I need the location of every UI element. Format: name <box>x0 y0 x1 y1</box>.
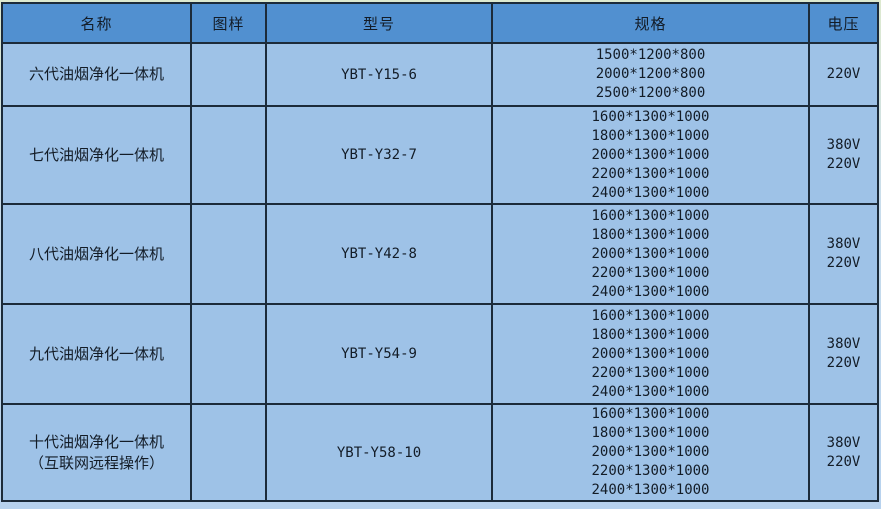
col-header-image: 图样 <box>190 2 267 44</box>
spec-line: 2000*1300*1000 <box>591 444 710 460</box>
col-header-name: 名称 <box>1 2 192 44</box>
specs-cell: 1600*1300*1000 1800*1300*1000 2000*1300*10… <box>491 203 810 305</box>
spec-line: 2400*1300*1000 <box>591 184 710 201</box>
table-row: 六代油烟净化一体机 YBT-Y15-6 1500*1200*800 2000*1200… <box>1 42 879 107</box>
spec-line: 2400*1300*1000 <box>591 482 710 498</box>
spec-line: 1600*1300*1000 <box>591 406 710 422</box>
image-cell <box>190 303 267 405</box>
name-cell: 九代油烟净化一体机 <box>1 303 192 405</box>
spec-line: 2400*1300*1000 <box>591 283 710 300</box>
col-header-model: 型号 <box>265 2 493 44</box>
table-body: 六代油烟净化一体机 YBT-Y15-6 1500*1200*800 2000*1200… <box>1 42 879 502</box>
header-row: 名称 图样 型号 规格 电压 <box>1 2 879 44</box>
name-cell: 七代油烟净化一体机 <box>1 105 192 205</box>
voltage-line: 220V <box>826 453 861 470</box>
specs-cell: 1600*1300*1000 1800*1300*1000 2000*1300*10… <box>491 403 810 502</box>
model-cell: YBT-Y32-7 <box>265 105 493 205</box>
model-cell: YBT-Y54-9 <box>265 303 493 405</box>
voltage-line: 220V <box>826 255 861 271</box>
col-header-specs: 规格 <box>491 2 810 44</box>
voltage-line: 380V <box>826 236 861 252</box>
spec-line: 1800*1300*1000 <box>591 226 710 243</box>
product-spec-table: 名称 图样 型号 规格 电压 六代油烟净化一体机 YBT-Y15-6 1500*12… <box>1 2 879 502</box>
spec-line: 2000*1200*800 <box>595 66 706 82</box>
model-cell: YBT-Y42-8 <box>265 203 493 305</box>
voltage-cell: 380V 220V <box>808 403 879 502</box>
voltage-line: 220V <box>826 355 861 371</box>
name-line: 七代油烟净化一体机 <box>28 145 164 164</box>
name-cell: 十代油烟净化一体机 （互联网远程操作） <box>1 403 192 502</box>
spec-line: 1600*1300*1000 <box>591 108 710 125</box>
spec-line: 1600*1300*1000 <box>591 207 710 224</box>
specs-cell: 1600*1300*1000 1800*1300*1000 2000*1300*10… <box>491 105 810 205</box>
table-row: 八代油烟净化一体机 YBT-Y42-8 1600*1300*1000 1800*130… <box>1 203 879 305</box>
spec-line: 1800*1300*1000 <box>591 326 710 343</box>
voltage-line: 220V <box>826 66 861 82</box>
name-line: 六代油烟净化一体机 <box>28 65 164 83</box>
voltage-cell: 380V 220V <box>808 303 879 405</box>
spec-line: 2200*1300*1000 <box>591 165 710 182</box>
image-cell <box>190 203 267 305</box>
spec-line: 1800*1300*1000 <box>591 425 710 441</box>
voltage-cell: 220V <box>808 42 879 107</box>
spec-line: 2500*1200*800 <box>595 85 706 101</box>
table-row: 十代油烟净化一体机 （互联网远程操作） YBT-Y58-10 1600*1300*10… <box>1 403 879 502</box>
voltage-line: 380V <box>826 336 861 352</box>
name-line: 十代油烟净化一体机 <box>28 432 164 451</box>
specs-cell: 1500*1200*800 2000*1200*800 2500*1200*800 <box>491 42 810 107</box>
voltage-line: 380V <box>826 434 861 451</box>
name-line: （互联网远程操作） <box>28 453 164 472</box>
voltage-line: 220V <box>826 156 861 172</box>
spec-line: 2400*1300*1000 <box>591 383 710 400</box>
table-row: 九代油烟净化一体机 YBT-Y54-9 1600*1300*1000 1800*130… <box>1 303 879 405</box>
col-header-voltage: 电压 <box>808 2 879 44</box>
voltage-cell: 380V 220V <box>808 105 879 205</box>
model-cell: YBT-Y58-10 <box>265 403 493 502</box>
voltage-cell: 380V 220V <box>808 203 879 305</box>
model-cell: YBT-Y15-6 <box>265 42 493 107</box>
spec-line: 1800*1300*1000 <box>591 127 710 144</box>
voltage-line: 380V <box>826 137 861 153</box>
spec-line: 1600*1300*1000 <box>591 307 710 324</box>
image-cell <box>190 42 267 107</box>
table-row: 七代油烟净化一体机 YBT-Y32-7 1600*1300*1000 1800*130… <box>1 105 879 205</box>
spec-line: 2000*1300*1000 <box>591 146 710 163</box>
image-cell <box>190 105 267 205</box>
name-cell: 八代油烟净化一体机 <box>1 203 192 305</box>
spec-line: 2000*1300*1000 <box>591 245 710 262</box>
name-line: 九代油烟净化一体机 <box>28 344 164 363</box>
spec-line: 2200*1300*1000 <box>591 264 710 281</box>
name-line: 八代油烟净化一体机 <box>28 244 164 263</box>
spec-line: 2000*1300*1000 <box>591 345 710 362</box>
specs-cell: 1600*1300*1000 1800*1300*1000 2000*1300*10… <box>491 303 810 405</box>
spec-line: 2200*1300*1000 <box>591 463 710 479</box>
image-cell <box>190 403 267 502</box>
name-cell: 六代油烟净化一体机 <box>1 42 192 107</box>
spec-line: 1500*1200*800 <box>595 47 706 63</box>
spec-line: 2200*1300*1000 <box>591 364 710 381</box>
